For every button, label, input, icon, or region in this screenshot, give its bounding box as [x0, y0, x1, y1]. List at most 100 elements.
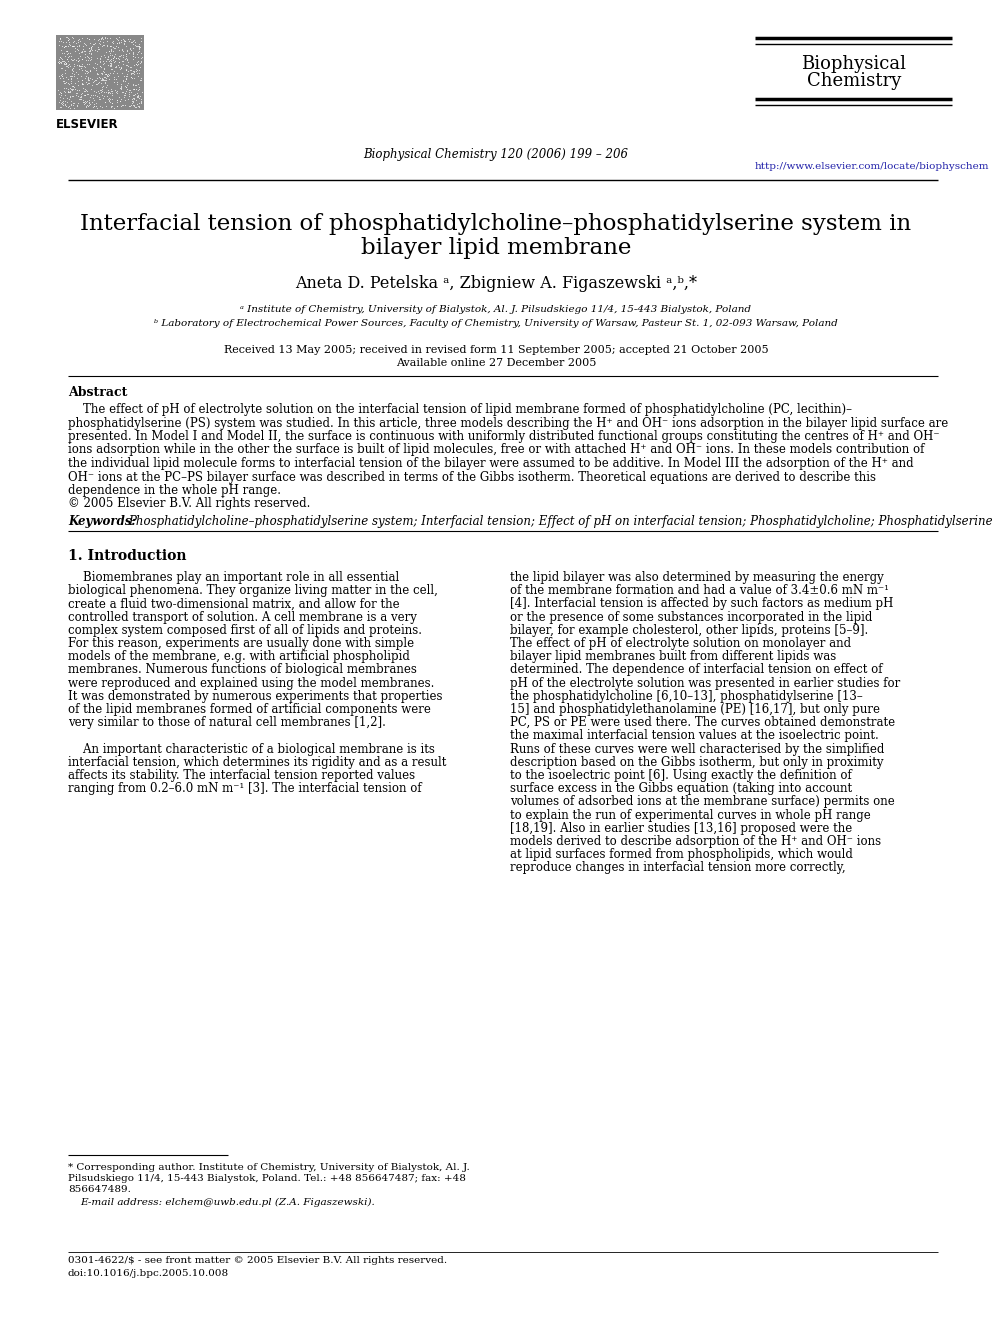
Point [131, 38, 147, 60]
Point [64, 93, 80, 114]
Text: at lipid surfaces formed from phospholipids, which would: at lipid surfaces formed from phospholip… [510, 848, 853, 861]
Point [83, 44, 99, 65]
Point [111, 32, 127, 53]
Point [54, 50, 69, 71]
Point [95, 61, 111, 82]
Text: An important characteristic of a biological membrane is its: An important characteristic of a biologi… [68, 742, 434, 755]
Point [80, 67, 96, 89]
Point [62, 42, 77, 64]
Point [112, 78, 128, 99]
Point [118, 67, 134, 89]
Point [57, 34, 72, 56]
Point [67, 37, 83, 58]
Point [64, 58, 80, 79]
Point [59, 53, 74, 74]
Point [55, 67, 70, 89]
Point [58, 52, 73, 73]
Point [125, 42, 141, 64]
Point [93, 97, 109, 118]
Point [102, 28, 118, 49]
Point [73, 56, 89, 77]
Point [124, 67, 140, 89]
Point [132, 57, 148, 78]
Text: of the membrane formation and had a value of 3.4±0.6 mN m⁻¹: of the membrane formation and had a valu… [510, 585, 889, 597]
Point [102, 53, 118, 74]
Point [66, 78, 82, 99]
Point [107, 50, 123, 71]
Point [66, 93, 82, 114]
Point [73, 69, 89, 90]
Text: the phosphatidylcholine [6,10–13], phosphatidylserine [13–: the phosphatidylcholine [6,10–13], phosp… [510, 689, 863, 703]
Point [80, 40, 96, 61]
Point [118, 54, 134, 75]
Point [111, 40, 127, 61]
Point [62, 93, 78, 114]
Point [85, 71, 101, 93]
Point [117, 85, 133, 106]
Point [122, 37, 138, 58]
Point [59, 26, 74, 48]
Point [81, 53, 97, 74]
Point [119, 54, 135, 75]
Point [64, 75, 80, 97]
Text: PC, PS or PE were used there. The curves obtained demonstrate: PC, PS or PE were used there. The curves… [510, 716, 895, 729]
Point [113, 75, 129, 97]
Point [116, 30, 132, 52]
Point [53, 86, 68, 107]
Point [129, 62, 145, 83]
Point [92, 89, 108, 110]
Point [131, 36, 147, 57]
Point [84, 97, 100, 118]
Point [115, 94, 131, 115]
Point [89, 62, 105, 83]
Point [81, 60, 97, 81]
Point [81, 93, 97, 114]
Point [132, 38, 148, 60]
Point [95, 34, 111, 56]
Text: 1. Introduction: 1. Introduction [68, 549, 186, 564]
Point [117, 90, 133, 111]
Point [91, 71, 107, 93]
Point [91, 89, 107, 110]
Point [125, 91, 141, 112]
Point [80, 67, 96, 89]
Point [102, 89, 118, 110]
Point [72, 83, 88, 105]
Text: ELSEVIER: ELSEVIER [56, 118, 119, 131]
Point [92, 81, 108, 102]
Point [128, 36, 144, 57]
Point [118, 77, 134, 98]
Point [118, 44, 134, 65]
Point [61, 36, 76, 57]
Point [104, 93, 120, 114]
Point [113, 95, 129, 116]
Point [51, 48, 66, 69]
Point [64, 79, 80, 101]
Point [65, 56, 81, 77]
Point [62, 34, 78, 56]
Point [103, 95, 119, 116]
Point [92, 49, 108, 70]
Point [126, 95, 142, 116]
Text: ᵃ Institute of Chemistry, University of Bialystok, Al. J. Pilsudskiego 11/4, 15-: ᵃ Institute of Chemistry, University of … [240, 306, 752, 314]
Point [99, 89, 115, 110]
Point [79, 81, 95, 102]
Point [99, 36, 115, 57]
Text: [18,19]. Also in earlier studies [13,16] proposed were the: [18,19]. Also in earlier studies [13,16]… [510, 822, 852, 835]
Point [81, 37, 97, 58]
Point [86, 94, 102, 115]
Point [117, 30, 133, 52]
Point [119, 74, 135, 95]
Point [113, 30, 129, 52]
Point [58, 66, 73, 87]
Point [86, 29, 102, 50]
Point [60, 69, 75, 90]
Point [125, 78, 141, 99]
Point [63, 45, 79, 66]
Text: E-mail address: elchem@uwb.edu.pl (Z.A. Figaszewski).: E-mail address: elchem@uwb.edu.pl (Z.A. … [80, 1199, 375, 1207]
Point [110, 37, 126, 58]
Point [125, 38, 141, 60]
Point [132, 41, 148, 62]
Text: interfacial tension, which determines its rigidity and as a result: interfacial tension, which determines it… [68, 755, 446, 769]
Point [63, 67, 79, 89]
